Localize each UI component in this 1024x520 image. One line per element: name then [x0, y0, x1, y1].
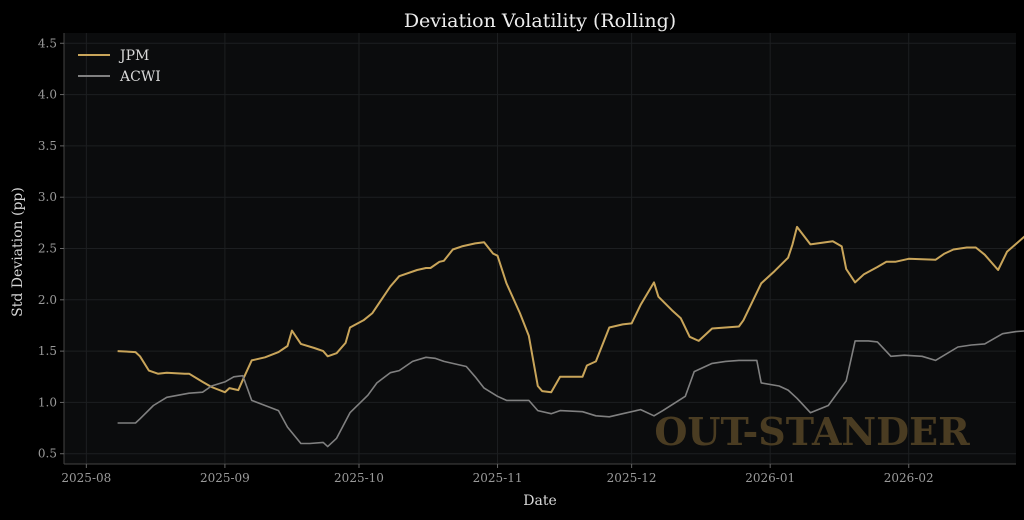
legend-label-acwi: ACWI — [119, 69, 161, 85]
x-axis-title: Date — [523, 493, 556, 509]
watermark: OUT-STANDER — [654, 409, 970, 454]
series-line-jpm — [117, 225, 1024, 394]
y-tick-label: 4.5 — [38, 36, 57, 50]
grid — [64, 33, 1016, 464]
x-tick-label: 2025-08 — [61, 471, 111, 485]
y-tick-label: 3.5 — [38, 139, 57, 153]
y-tick-label: 1.0 — [38, 395, 57, 409]
chart-title: Deviation Volatility (Rolling) — [404, 10, 676, 32]
legend: JPM ACWI — [78, 48, 161, 85]
legend-label-jpm: JPM — [118, 48, 149, 64]
x-tick-label: 2025-12 — [607, 471, 657, 485]
y-tick-label: 1.5 — [38, 344, 57, 358]
y-axis-ticks: 0.5 1.0 1.5 2.0 2.5 3.0 3.5 4.0 4.5 — [38, 36, 64, 461]
y-tick-label: 0.5 — [38, 447, 57, 461]
y-tick-label: 3.0 — [38, 190, 57, 204]
x-axis-ticks: 2025-08 2025-09 2025-10 2025-11 2025-12 2026-… — [61, 464, 934, 485]
series-line-acwi — [117, 330, 1024, 448]
y-tick-label: 2.5 — [38, 242, 57, 256]
x-tick-label: 2025-11 — [473, 471, 523, 485]
x-tick-label: 2025-09 — [200, 471, 250, 485]
y-axis-title: Std Deviation (pp) — [10, 187, 26, 317]
series-lines — [117, 225, 1024, 448]
y-tick-label: 2.0 — [38, 293, 57, 307]
x-tick-label: 2026-02 — [884, 471, 934, 485]
y-tick-label: 4.0 — [38, 88, 57, 102]
x-tick-label: 2025-10 — [334, 471, 384, 485]
x-tick-label: 2026-01 — [745, 471, 795, 485]
